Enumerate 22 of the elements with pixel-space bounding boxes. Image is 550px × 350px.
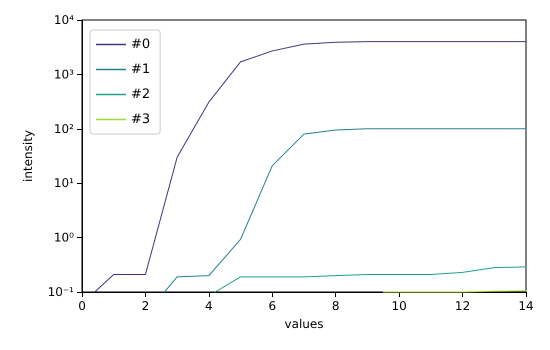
y-axis-title: intensity xyxy=(21,130,35,182)
legend-label: #1 xyxy=(131,62,150,77)
x-tick-label: 12 xyxy=(454,299,470,313)
y-tick-label: 10⁴ xyxy=(54,13,74,27)
x-tick-label: 10 xyxy=(392,299,407,313)
y-tick-label: 10³ xyxy=(54,67,74,82)
y-tick-label: 10⁻¹ xyxy=(48,285,74,299)
y-tick-label: 10¹ xyxy=(54,176,74,190)
x-tick-label: 14 xyxy=(518,299,534,313)
x-tick-label: 4 xyxy=(205,299,213,313)
x-tick-label: 6 xyxy=(268,299,276,313)
legend-label: #2 xyxy=(131,87,150,102)
line-series xyxy=(214,266,526,292)
x-tick-label: 0 xyxy=(78,299,86,313)
line-series xyxy=(164,128,526,292)
y-tick-label: 10⁰ xyxy=(54,230,74,245)
legend-label: #0 xyxy=(131,37,150,52)
x-tick-label: 8 xyxy=(332,299,340,313)
x-axis-title: values xyxy=(284,317,324,331)
y-tick-label: 10² xyxy=(54,122,74,136)
x-tick-label: 2 xyxy=(142,299,150,313)
legend-label: #3 xyxy=(131,112,150,127)
